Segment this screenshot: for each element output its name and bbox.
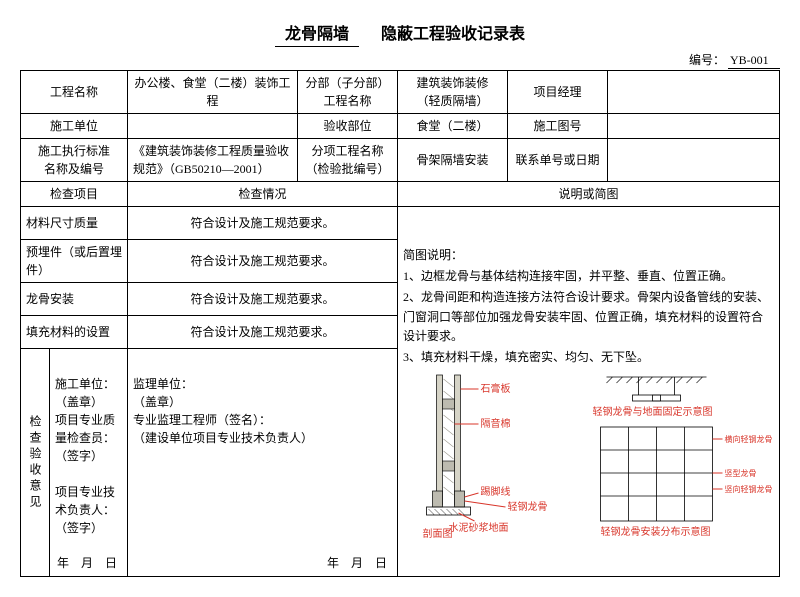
notes-l1: 1、边框龙骨与基体结构连接牢固，并平整、垂直、位置正确。	[403, 267, 774, 286]
opinion-right-date: 年 月 日	[327, 554, 387, 572]
check-name-3: 填充材料的设置	[21, 316, 128, 349]
check-status-2: 符合设计及施工规范要求。	[128, 283, 398, 316]
check-name-2: 龙骨安装	[21, 283, 128, 316]
cell-subproj: 建筑装饰装修 （轻质隔墙）	[398, 71, 508, 114]
notes-l3: 3、填充材料干燥，填充密实、均匀、无下坠。	[403, 348, 774, 367]
fix-diagram-icon: 轻钢龙骨与地面固定示意图	[593, 377, 713, 418]
opinion-vlabel: 检查验收意见	[21, 349, 50, 577]
page-title: 龙骨隔墙 隐蔽工程验收记录表	[20, 20, 780, 47]
cell-contact-label: 联系单号或日期	[508, 139, 608, 182]
opinion-left: 施工单位： （盖章） 项目专业质量检查员： （签字） 项目专业技术负责人： （签…	[50, 349, 128, 577]
table-row: 施工执行标准 名称及编号 《建筑装饰装修工程质量验收规范》（GB50210—20…	[21, 139, 780, 182]
hdr-check-item: 检查项目	[21, 182, 128, 207]
cell-proj-name: 办公楼、食堂（二楼）装饰工程	[128, 71, 298, 114]
section-diagram-icon: 石膏板 隔音棉 踢脚线 轻钢龙骨 水泥砂浆地面 剖面图	[423, 375, 548, 539]
lbl-shuini: 水泥砂浆地面	[449, 521, 509, 534]
cell-contractor-label: 施工单位	[21, 114, 128, 139]
check-status-0: 符合设计及施工规范要求。	[128, 207, 398, 240]
table-row: 工程名称 办公楼、食堂（二楼）装饰工程 分部（子分部） 工程名称 建筑装饰装修 …	[21, 71, 780, 114]
cell-pm	[608, 71, 780, 114]
main-table: 工程名称 办公楼、食堂（二楼）装饰工程 分部（子分部） 工程名称 建筑装饰装修 …	[20, 70, 780, 577]
lbl-poumian: 剖面图	[423, 527, 453, 539]
lbl-shigao: 石膏板	[481, 382, 511, 395]
diagram-svgs: 石膏板 隔音棉 踢脚线 轻钢龙骨 水泥砂浆地面 剖面图	[403, 369, 774, 539]
opinion-right: 监理单位： （盖章） 专业监理工程师（签名）： （建设单位项目专业技术负责人） …	[128, 349, 398, 577]
cell-std: 《建筑装饰装修工程质量验收规范》（GB50210—2001）	[128, 139, 298, 182]
cell-part-label: 验收部位	[298, 114, 398, 139]
cell-proj-name-label: 工程名称	[21, 71, 128, 114]
cell-drawing	[608, 114, 780, 139]
cell-std-label: 施工执行标准 名称及编号	[21, 139, 128, 182]
hdr-check-status: 检查情况	[128, 182, 398, 207]
cell-contractor	[128, 114, 298, 139]
grid-diagram-icon: 横向轻钢龙骨 竖型龙骨 竖向轻钢龙骨 轻钢龙骨安装分布示意图	[601, 427, 773, 538]
lbl-tijiao: 踢脚线	[481, 485, 511, 498]
check-name-1: 预埋件（或后置埋件）	[21, 240, 128, 283]
notes-h: 简图说明：	[403, 246, 774, 265]
doc-id-label: 编号：	[689, 53, 725, 67]
table-row: 施工单位 验收部位 食堂（二楼） 施工图号	[21, 114, 780, 139]
notes-l2: 2、龙骨间距和构造连接方法符合设计要求。骨架内设备管线的安装、门窗洞口等部位加强…	[403, 288, 774, 346]
diagram-cell: 简图说明： 1、边框龙骨与基体结构连接牢固，并平整、垂直、位置正确。 2、龙骨间…	[398, 207, 780, 577]
cell-drawing-label: 施工图号	[508, 114, 608, 139]
cell-pm-label: 项目经理	[508, 71, 608, 114]
hdr-diagram: 说明或简图	[398, 182, 780, 207]
diagram-notes: 简图说明： 1、边框龙骨与基体结构连接牢固，并平整、垂直、位置正确。 2、龙骨间…	[403, 246, 774, 367]
table-row: 材料尺寸质量 符合设计及施工规范要求。 简图说明： 1、边框龙骨与基体结构连接牢…	[21, 207, 780, 240]
cell-contact	[608, 139, 780, 182]
lbl-anbuz: 轻钢龙骨安装分布示意图	[601, 525, 711, 538]
lbl-geyin: 隔音棉	[481, 417, 511, 430]
cell-subproj-label: 分部（子分部） 工程名称	[298, 71, 398, 114]
cell-item: 骨架隔墙安装	[398, 139, 508, 182]
lbl-longgu: 轻钢龙骨	[508, 500, 548, 513]
lbl-shufang: 竖向轻钢龙骨	[725, 484, 773, 494]
check-status-1: 符合设计及施工规范要求。	[128, 240, 398, 283]
doc-id: 编号： YB-001	[20, 51, 780, 69]
cell-item-label: 分项工程名称 （检验批编号）	[298, 139, 398, 182]
check-status-3: 符合设计及施工规范要求。	[128, 316, 398, 349]
lbl-heng: 横向轻钢龙骨	[725, 434, 773, 444]
cell-part: 食堂（二楼）	[398, 114, 508, 139]
check-name-0: 材料尺寸质量	[21, 207, 128, 240]
opinion-left-date: 年 月 日	[57, 554, 117, 572]
lbl-shuxing: 竖型龙骨	[725, 468, 757, 478]
diagram-svg: 石膏板 隔音棉 踢脚线 轻钢龙骨 水泥砂浆地面 剖面图	[403, 369, 774, 539]
doc-id-value: YB-001	[728, 53, 780, 69]
table-row: 检查项目 检查情况 说明或简图	[21, 182, 780, 207]
title-a: 龙骨隔墙	[275, 20, 359, 47]
title-b: 隐蔽工程验收记录表	[363, 20, 525, 44]
lbl-fix: 轻钢龙骨与地面固定示意图	[593, 405, 713, 418]
